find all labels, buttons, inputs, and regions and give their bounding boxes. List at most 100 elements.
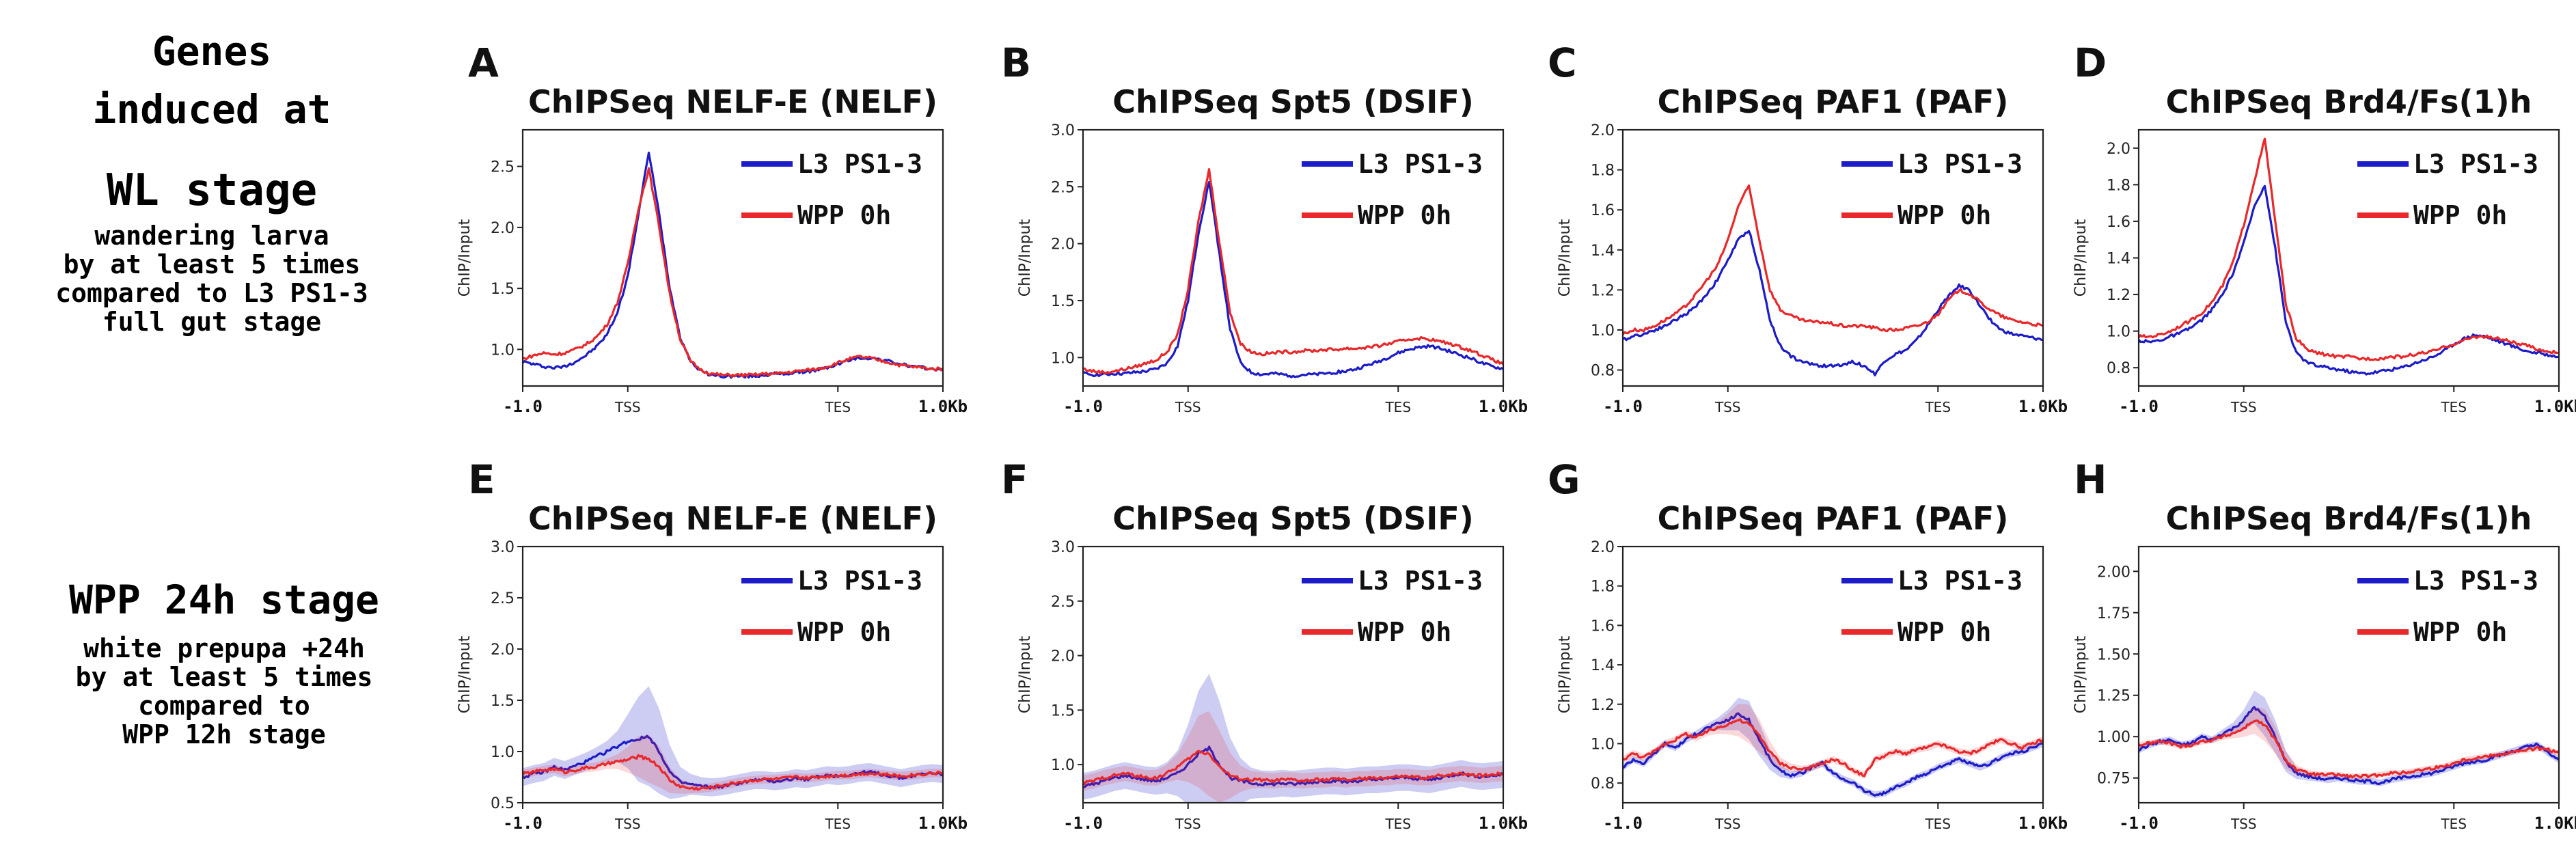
- panel-title: ChIPSeq Brd4/Fs(1)h: [2166, 500, 2532, 537]
- legend-label: L3 PS1-3: [1358, 566, 1483, 596]
- panel-title: ChIPSeq Spt5 (DSIF): [1112, 500, 1474, 537]
- x-tick-label: -1.0: [2119, 397, 2159, 416]
- y-tick-label: 1.8: [1591, 163, 1615, 180]
- y-tick-label: 1.0: [1051, 350, 1075, 367]
- plot-frame: [2137, 545, 2560, 804]
- y-tick-label: 1.6: [2107, 214, 2130, 231]
- series-line-wpp-0h: [1623, 718, 2043, 777]
- panel-title: ChIPSeq Spt5 (DSIF): [1112, 83, 1474, 120]
- y-tick-label: 1.8: [1591, 579, 1615, 596]
- y-axis-label: ChIP/Input: [456, 635, 474, 713]
- legend-label: L3 PS1-3: [797, 566, 922, 596]
- y-tick-label: 2.00: [2097, 564, 2130, 581]
- panel-title: ChIPSeq NELF-E (NELF): [528, 500, 937, 537]
- y-tick-label: 2.5: [491, 590, 515, 607]
- x-tick-label: 1.0Kb: [918, 814, 968, 833]
- panel-title: ChIPSeq PAF1 (PAF): [1658, 500, 2009, 537]
- y-tick-label: 1.0: [1591, 736, 1615, 753]
- series-line-wpp-0h: [1083, 168, 1503, 375]
- y-tick-label: 2.0: [491, 642, 515, 659]
- series-line-wpp-0h: [523, 167, 943, 378]
- x-tick-label: -1.0: [503, 397, 543, 416]
- x-tick-label: TSS: [614, 399, 641, 415]
- plot-area: [1623, 698, 2043, 799]
- y-tick-label: 2.0: [1591, 122, 1615, 139]
- x-tick-label: TES: [1384, 399, 1411, 415]
- y-tick-label: 3.0: [1051, 539, 1075, 556]
- y-tick-label: 0.5: [491, 795, 515, 812]
- y-tick-label: 2.5: [1051, 594, 1075, 611]
- panel-a: A ChIPSeq NELF-E (NELF) ChIP/Input 1.0 1.5 2.…: [456, 40, 968, 416]
- x-tick-label: 1.0Kb: [2534, 814, 2576, 833]
- y-tick-label: 1.50: [2097, 646, 2130, 663]
- panel-title: ChIPSeq NELF-E (NELF): [528, 83, 937, 120]
- y-tick-label: 2.0: [2107, 141, 2130, 158]
- panel-letter: H: [2074, 456, 2107, 503]
- plot-area: [1083, 674, 1503, 803]
- row-label-line: WPP 12h stage: [122, 719, 325, 749]
- y-axis-label: ChIP/Input: [1017, 635, 1034, 713]
- series-line-wpp-0h: [1083, 749, 1503, 786]
- series-band: [523, 686, 943, 799]
- panel-g: G ChIPSeq PAF1 (PAF) ChIP/Input 0.8 1.0 1.2 1.…: [1548, 456, 2068, 833]
- plot-area: [2139, 137, 2559, 376]
- series-band: [1083, 674, 1503, 803]
- series-line-l3-ps1-3: [1623, 712, 2043, 797]
- plot-area: [523, 686, 943, 799]
- series-line-wpp-0h: [1623, 184, 2043, 335]
- x-tick-label: TSS: [2230, 816, 2257, 832]
- y-tick-label: 1.4: [2107, 251, 2130, 268]
- x-tick-label: -1.0: [503, 814, 543, 833]
- legend-label: WPP 0h: [797, 617, 891, 647]
- series-band: [1623, 704, 2043, 779]
- panel-letter: B: [1001, 40, 1031, 86]
- row-label-line: induced at: [92, 86, 331, 133]
- y-tick-label: 1.0: [491, 744, 515, 761]
- y-axis-label: ChIP/Input: [456, 219, 474, 297]
- x-tick-label: TSS: [1175, 816, 1201, 832]
- y-tick-label: 1.25: [2097, 688, 2130, 705]
- row-label-line: WPP 24h stage: [69, 577, 379, 623]
- x-tick-label: TSS: [1714, 399, 1741, 415]
- legend-label: L3 PS1-3: [1897, 149, 2023, 179]
- y-tick-label: 1.5: [491, 693, 515, 710]
- panel-h: H ChIPSeq Brd4/Fs(1)h ChIP/Input 0.75 1.00 1.…: [2072, 456, 2576, 833]
- row-label-line: by at least 5 times: [76, 662, 373, 692]
- plot-area: [1623, 184, 2043, 376]
- legend-label: WPP 0h: [1897, 617, 1991, 647]
- x-tick-label: 1.0Kb: [918, 397, 968, 416]
- plot-frame: [1082, 545, 1505, 804]
- y-axis-label: ChIP/Input: [2072, 635, 2089, 713]
- panel-letter: E: [468, 456, 495, 503]
- legend-label: L3 PS1-3: [2413, 566, 2538, 596]
- row-label-line: by at least 5 times: [64, 249, 361, 279]
- y-tick-label: 0.8: [2107, 360, 2130, 377]
- series-band: [1623, 698, 2043, 799]
- plot-frame: [521, 128, 944, 387]
- legend-label: L3 PS1-3: [1897, 566, 2023, 596]
- y-tick-label: 1.5: [1051, 293, 1075, 310]
- y-tick-label: 1.8: [2107, 177, 2130, 194]
- y-tick-label: 1.0: [1051, 757, 1075, 774]
- y-tick-label: 1.2: [1591, 697, 1615, 714]
- x-tick-label: TSS: [2230, 399, 2257, 415]
- panel-f: F ChIPSeq Spt5 (DSIF) ChIP/Input 1.0 1.5 2.0 2…: [1001, 456, 1528, 833]
- series-line-l3-ps1-3: [1083, 181, 1503, 378]
- y-tick-label: 2.5: [491, 159, 515, 176]
- y-tick-label: 3.0: [1051, 122, 1075, 139]
- panel-letter: C: [1548, 40, 1577, 86]
- legend-label: WPP 0h: [1897, 200, 1991, 230]
- series-line-wpp-0h: [2139, 137, 2559, 361]
- y-tick-label: 1.0: [1591, 322, 1615, 340]
- x-tick-label: TES: [2440, 399, 2467, 415]
- panel-c: C ChIPSeq PAF1 (PAF) ChIP/Input 0.8 1.0 1.2 1.…: [1548, 40, 2068, 416]
- plot-frame: [521, 545, 944, 804]
- y-axis-label: ChIP/Input: [1557, 635, 1574, 713]
- plot-area: [1083, 168, 1503, 378]
- series-band: [1083, 711, 1503, 803]
- legend-label: WPP 0h: [2413, 617, 2507, 647]
- panels: A ChIPSeq NELF-E (NELF) ChIP/Input 1.0 1.5 2.…: [456, 40, 2576, 833]
- y-axis-label: ChIP/Input: [2072, 219, 2089, 297]
